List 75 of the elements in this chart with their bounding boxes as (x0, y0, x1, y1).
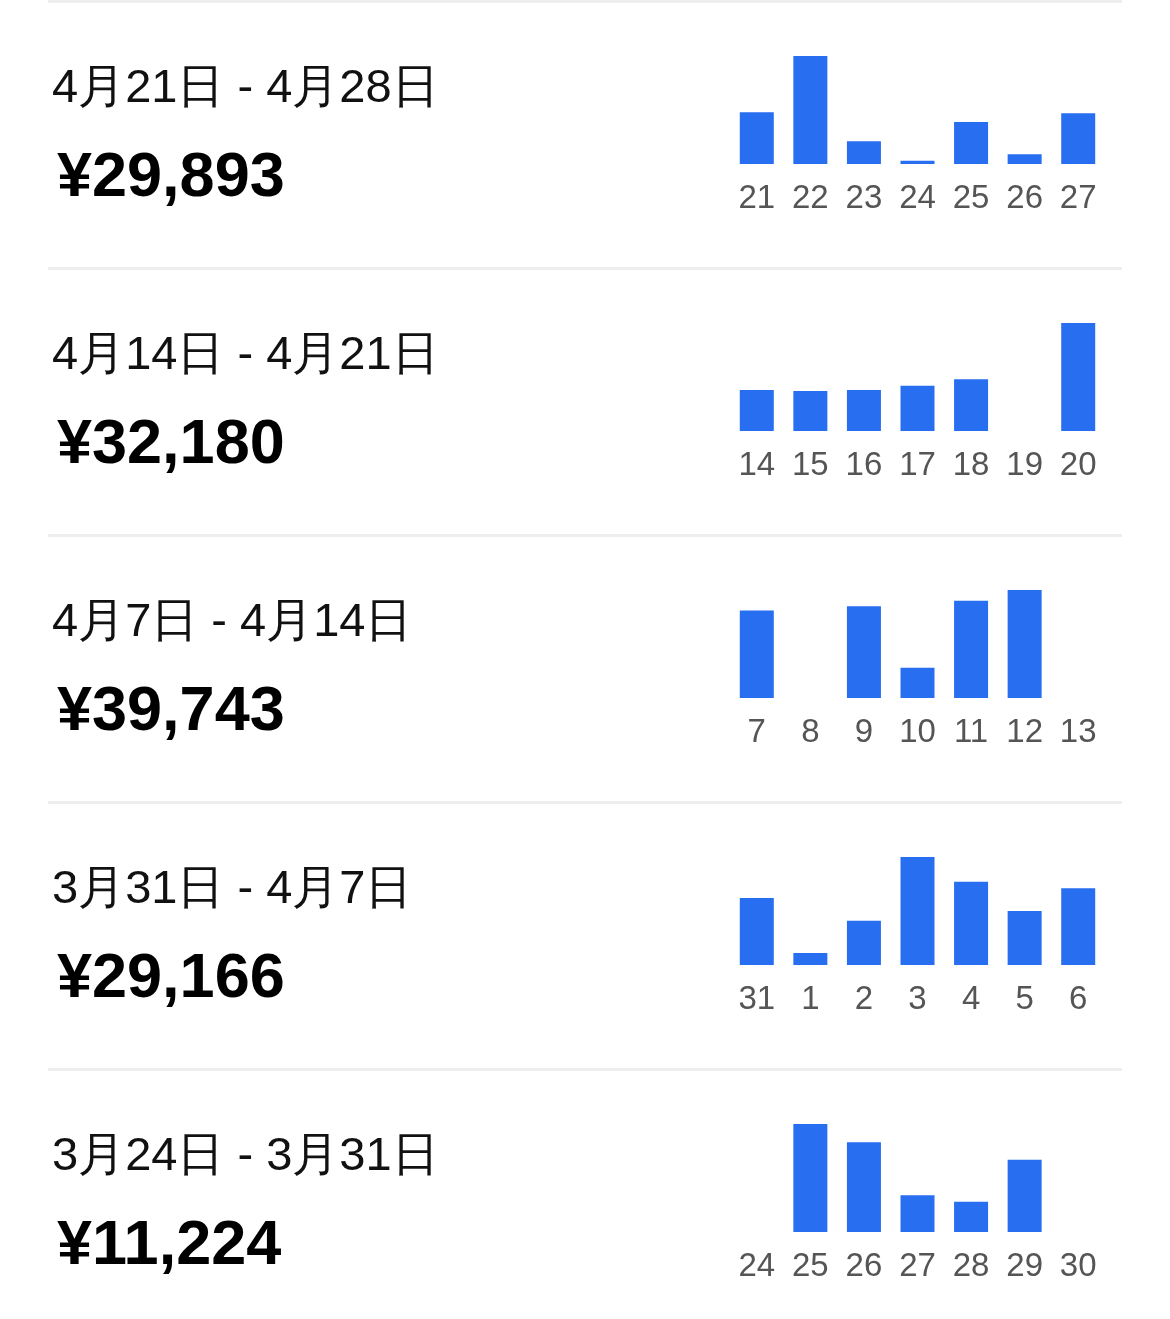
bar (1061, 888, 1096, 965)
bar (1007, 1159, 1042, 1232)
bar (1007, 590, 1042, 698)
x-tick-label: 9 (854, 712, 874, 749)
x-tick-label: 14 (738, 445, 776, 482)
x-tick-label: 27 (899, 1246, 936, 1283)
x-tick-label: 16 (845, 445, 883, 482)
x-tick-label: 1 (801, 979, 820, 1016)
bar (954, 881, 989, 965)
x-tick-label: 21 (738, 178, 776, 215)
bar (954, 379, 989, 431)
bar (739, 610, 774, 698)
x-tick-label: 3 (908, 979, 927, 1016)
bar (846, 606, 881, 698)
x-tick-label: 27 (1059, 178, 1097, 215)
x-tick-label: 8 (801, 712, 820, 749)
x-tick-label: 24 (899, 178, 936, 215)
x-tick-label: 5 (1015, 979, 1034, 1016)
bar (900, 857, 935, 965)
bar (846, 141, 881, 164)
bar (1061, 323, 1096, 431)
bar (793, 391, 828, 431)
bar (846, 1142, 881, 1232)
x-tick-label: 28 (952, 1246, 990, 1283)
bar (900, 160, 935, 164)
x-tick-label: 6 (1069, 979, 1088, 1016)
text: ¥32,180 (57, 405, 285, 476)
x-tick-label: 25 (952, 178, 990, 215)
x-tick-label: 26 (1006, 178, 1043, 215)
text: ¥29,166 (57, 939, 285, 1010)
text: 3月24日 - 3月31日 (52, 1127, 439, 1180)
x-tick-label: 31 (738, 979, 776, 1016)
x-tick-label: 20 (1059, 445, 1097, 482)
x-tick-label: 12 (1006, 712, 1043, 749)
bar (846, 389, 881, 431)
bar (793, 56, 828, 164)
text: ¥29,893 (57, 138, 285, 209)
bar (793, 1124, 828, 1232)
bar (900, 667, 935, 698)
x-tick-label: 19 (1006, 445, 1043, 482)
bar (739, 112, 774, 164)
x-tick-label: 15 (792, 445, 829, 482)
x-tick-label: 17 (899, 445, 936, 482)
x-tick-label: 29 (1006, 1246, 1043, 1283)
x-tick-label: 4 (961, 979, 981, 1016)
text: 4月14日 - 4月21日 (52, 326, 439, 379)
text: 3月31日 - 4月7日 (52, 860, 413, 913)
bar (846, 920, 881, 965)
text: ¥11,224 (57, 1206, 282, 1277)
x-tick-label: 24 (738, 1246, 776, 1283)
bar (739, 389, 774, 431)
bar (900, 385, 935, 431)
text: 4月21日 - 4月28日 (52, 59, 439, 112)
bar (793, 953, 828, 965)
text: 4月7日 - 4月14日 (52, 593, 413, 646)
bar (954, 121, 989, 164)
bar (1007, 154, 1042, 164)
x-tick-label: 18 (952, 445, 990, 482)
bar (1061, 113, 1096, 164)
bar (954, 1201, 989, 1232)
bar (954, 600, 989, 698)
x-tick-label: 11 (953, 712, 989, 749)
x-tick-label: 13 (1059, 712, 1097, 749)
x-tick-label: 7 (747, 712, 766, 749)
bar (1007, 911, 1042, 965)
text: ¥39,743 (57, 672, 285, 743)
bar (739, 898, 774, 965)
x-tick-label: 10 (899, 712, 936, 749)
x-tick-label: 2 (854, 979, 874, 1016)
x-tick-label: 26 (845, 1246, 883, 1283)
x-tick-label: 25 (792, 1246, 829, 1283)
bar (900, 1195, 935, 1232)
x-tick-label: 23 (845, 178, 883, 215)
x-tick-label: 30 (1059, 1246, 1097, 1283)
x-tick-label: 22 (792, 178, 829, 215)
